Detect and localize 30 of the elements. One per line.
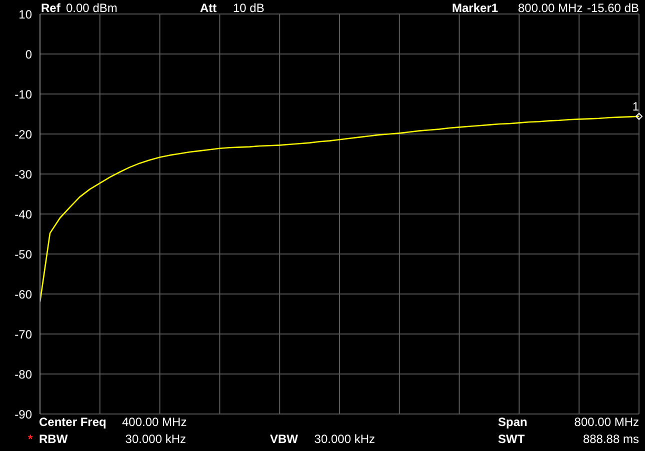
- text: 30.000 kHz: [314, 432, 375, 446]
- y-tick-label: -90: [14, 407, 32, 422]
- text: 30.000 kHz: [125, 432, 186, 446]
- y-tick-label: -30: [14, 167, 32, 182]
- y-tick-label: 0: [25, 47, 32, 62]
- y-tick-label: -10: [14, 87, 32, 102]
- text: SWT: [498, 432, 525, 446]
- text: *: [28, 432, 33, 446]
- annotation: -15.60 dB: [586, 1, 639, 15]
- text: 800.00 MHz: [574, 415, 639, 429]
- text: 400.00 MHz: [122, 415, 187, 429]
- y-tick-label: -50: [14, 247, 32, 262]
- annotation: 800.00 MHz: [518, 1, 583, 15]
- y-tick-label: -60: [14, 287, 32, 302]
- annotation: 0.00 dBm: [66, 1, 118, 15]
- y-tick-label: -80: [14, 367, 32, 382]
- text: Center Freq: [39, 415, 106, 429]
- y-tick-label: -20: [14, 127, 32, 142]
- y-tick-label: 10: [18, 7, 32, 22]
- annotation: Marker1: [452, 1, 498, 15]
- text: Span: [498, 415, 528, 429]
- annotation: 10 dB: [233, 1, 264, 15]
- y-tick-label: -40: [14, 207, 32, 222]
- annotation: 1: [632, 99, 640, 114]
- y-tick-label: -70: [14, 327, 32, 342]
- text: 888.88 ms: [582, 432, 639, 446]
- annotation: Ref: [41, 1, 60, 15]
- text: RBW: [39, 432, 68, 446]
- annotation: Att: [200, 1, 217, 15]
- text: VBW: [270, 432, 298, 446]
